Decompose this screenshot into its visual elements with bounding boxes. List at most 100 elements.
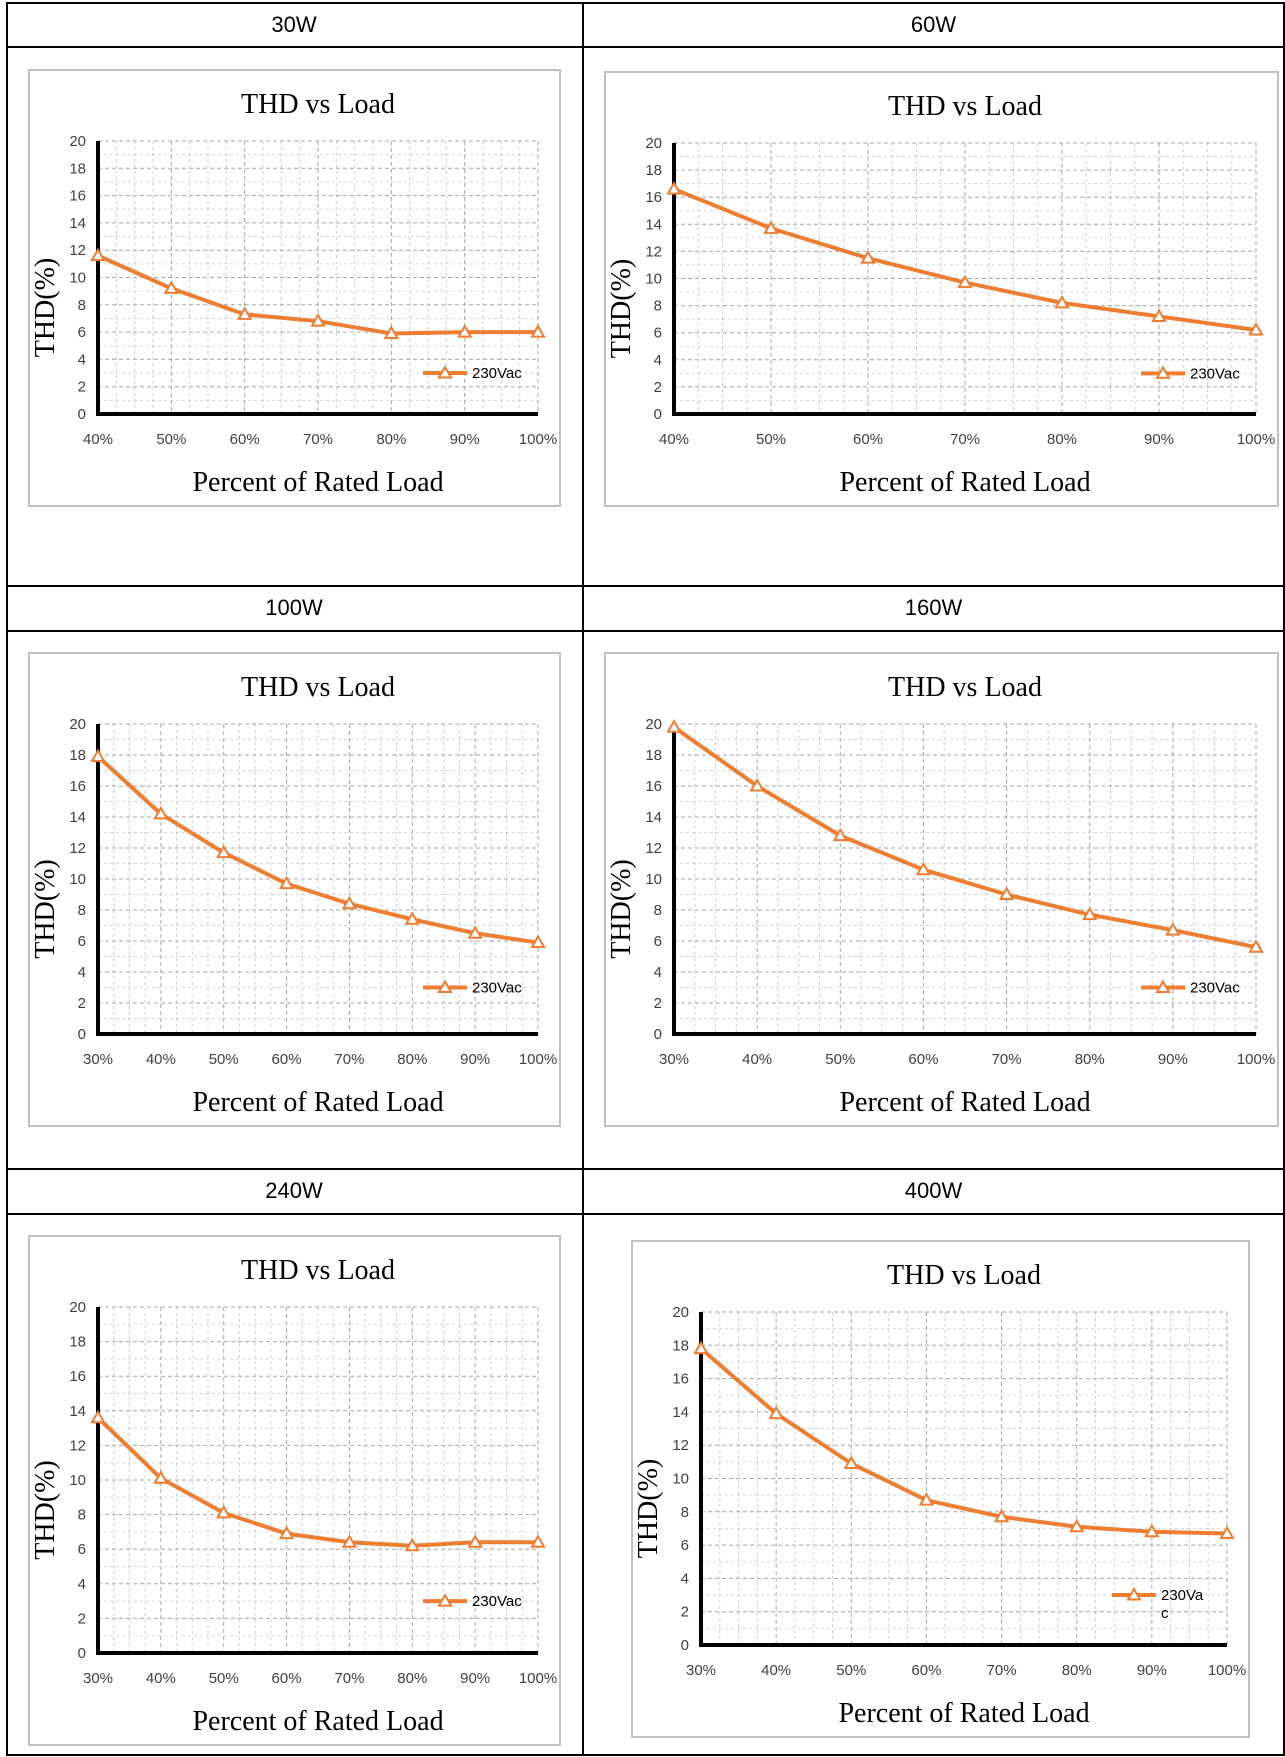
- series-line: [96, 1416, 538, 1548]
- cell-header-title: 240W: [265, 1178, 323, 1203]
- chart-title: THD vs Load: [888, 672, 1042, 703]
- y-axis-label: THD(%): [606, 859, 637, 959]
- x-tick-label: 70%: [303, 431, 333, 448]
- y-tick-label: 18: [69, 160, 86, 177]
- chart-panel: THD vs Load 0 2 4 6 8 10 12 14 16 18 20 30% 40% 50% 60%…: [631, 1240, 1250, 1738]
- y-tick-label: 14: [69, 215, 86, 232]
- y-axis-label: THD(%): [30, 1460, 61, 1560]
- data-point-marker: [341, 895, 358, 910]
- x-tick-label: 60%: [272, 1051, 302, 1068]
- table-hline: [6, 630, 1285, 632]
- chart-table: 30W THD vs Load 0 2 4 6 8 10 12 14 16 18 20 40% 50% 60%…: [6, 2, 1285, 1756]
- y-tick-label: 18: [645, 747, 662, 764]
- data-point-marker: [153, 805, 169, 820]
- x-tick-label: 50%: [756, 431, 786, 448]
- y-tick-label: 2: [78, 379, 86, 396]
- y-tick-label: 0: [78, 1645, 86, 1662]
- y-tick-label: 10: [69, 270, 86, 287]
- legend-marker: [1126, 1587, 1142, 1601]
- y-tick-label: 16: [69, 188, 86, 205]
- y-tick-label: 10: [69, 871, 86, 888]
- series-line: [672, 725, 1257, 950]
- y-tick-label: 0: [654, 406, 662, 423]
- y-tick-label: 4: [681, 1570, 689, 1587]
- data-point-marker: [530, 1534, 546, 1548]
- data-point-marker: [693, 1340, 709, 1355]
- x-tick-label: 70%: [987, 1662, 1017, 1679]
- y-tick-label: 16: [645, 189, 662, 206]
- data-point-marker: [915, 861, 932, 876]
- y-tick-label: 20: [672, 1304, 689, 1321]
- data-point-marker: [1144, 1523, 1160, 1538]
- table-hline: [6, 1213, 1285, 1215]
- data-point-marker: [341, 1534, 358, 1548]
- y-tick-label: 2: [654, 379, 662, 396]
- y-tick-label: 10: [645, 271, 662, 288]
- y-tick-label: 20: [69, 716, 86, 733]
- x-tick-label: 90%: [460, 1051, 490, 1068]
- y-tick-label: 10: [69, 1472, 86, 1489]
- data-point-marker: [860, 250, 876, 264]
- cell-header-title: 400W: [904, 1178, 963, 1203]
- data-point-marker: [666, 719, 682, 733]
- thd-line-chart: THD vs Load 0 2 4 6 8 10 12 14 16 18 20 30% 40% 50% 60%…: [606, 672, 1275, 1118]
- table-hline: [6, 1754, 1285, 1756]
- data-point-marker: [456, 324, 473, 338]
- table-vline: [6, 2, 8, 1756]
- x-tick-label: 40%: [146, 1670, 176, 1687]
- data-point-marker: [998, 886, 1015, 900]
- data-point-marker: [236, 306, 253, 320]
- data-point-marker: [1219, 1525, 1235, 1539]
- y-tick-label: 12: [645, 840, 662, 857]
- x-tick-label: 90%: [450, 431, 480, 448]
- x-tick-label: 50%: [836, 1662, 866, 1679]
- y-tick-label: 20: [69, 133, 86, 150]
- data-point-marker: [1054, 294, 1070, 309]
- y-tick-label: 2: [78, 995, 86, 1012]
- data-point-marker: [1068, 1518, 1085, 1533]
- x-tick-label: 100%: [1208, 1662, 1246, 1679]
- table-hline: [6, 46, 1285, 48]
- chart-title: THD vs Load: [887, 1260, 1041, 1291]
- chart-panel: THD vs Load 0 2 4 6 8 10 12 14 16 18 20 30% 40% 50% 60%…: [28, 1235, 561, 1746]
- cell-header-title: 100W: [265, 595, 323, 620]
- y-tick-label: 20: [645, 716, 662, 733]
- chart-panel: THD vs Load 0 2 4 6 8 10 12 14 16 18 20 40% 50% 60% 70%…: [28, 69, 561, 507]
- x-tick-label: 60%: [908, 1051, 938, 1068]
- y-tick-label: 8: [78, 297, 86, 314]
- y-tick-label: 0: [78, 406, 86, 423]
- x-tick-label: 80%: [1075, 1051, 1105, 1068]
- data-point-marker: [90, 748, 106, 763]
- x-tick-label: 80%: [397, 1051, 427, 1068]
- data-point-marker: [1165, 922, 1181, 936]
- x-tick-label: 70%: [334, 1670, 364, 1687]
- data-point-marker: [530, 324, 546, 338]
- y-axis-label: THD(%): [30, 859, 61, 959]
- x-tick-label: 70%: [992, 1051, 1022, 1068]
- x-tick-label: 30%: [83, 1051, 113, 1068]
- x-tick-label: 40%: [659, 431, 689, 448]
- y-tick-label: 20: [645, 135, 662, 152]
- y-tick-label: 10: [672, 1471, 689, 1488]
- chart-title: THD vs Load: [241, 89, 395, 120]
- legend-label: 230Vac: [472, 365, 522, 382]
- data-point-marker: [215, 1504, 232, 1519]
- data-point-marker: [918, 1492, 935, 1506]
- y-tick-label: 6: [654, 933, 662, 950]
- data-point-marker: [957, 274, 973, 289]
- legend-label: 230Vac: [472, 1593, 522, 1610]
- y-tick-label: 6: [78, 933, 86, 950]
- data-point-marker: [763, 220, 779, 234]
- table-vline: [582, 2, 584, 1756]
- y-tick-label: 2: [78, 1610, 86, 1627]
- data-point-marker: [843, 1455, 860, 1470]
- table-hline: [6, 585, 1285, 587]
- data-point-marker: [278, 875, 295, 890]
- data-point-marker: [278, 1525, 295, 1540]
- x-tick-label: 30%: [659, 1051, 689, 1068]
- x-tick-label: 60%: [911, 1662, 941, 1679]
- y-tick-label: 12: [69, 1437, 86, 1454]
- x-tick-label: 40%: [742, 1051, 772, 1068]
- data-point-marker: [467, 925, 483, 939]
